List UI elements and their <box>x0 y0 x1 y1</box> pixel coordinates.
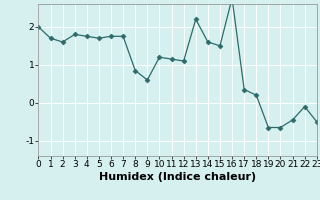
X-axis label: Humidex (Indice chaleur): Humidex (Indice chaleur) <box>99 172 256 182</box>
